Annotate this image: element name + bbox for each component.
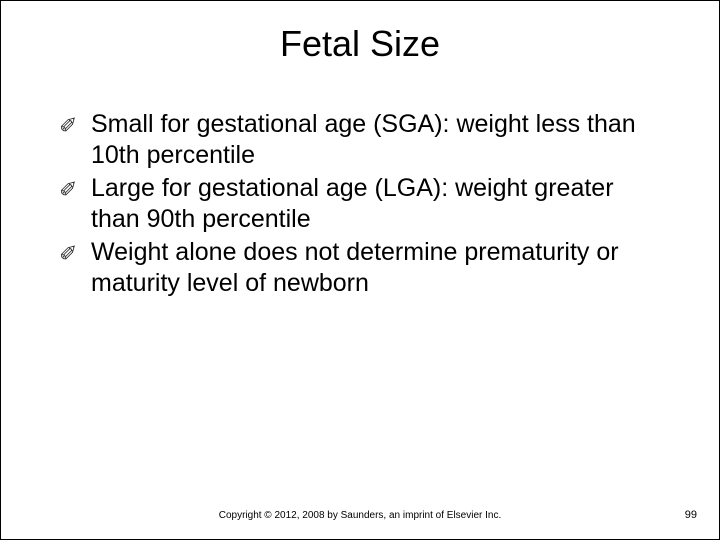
- page-number: 99: [685, 509, 697, 521]
- bullet-text: Small for gestational age (SGA): weight …: [91, 109, 661, 171]
- bullet-icon: ✐: [59, 237, 91, 269]
- bullet-text: Large for gestational age (LGA): weight …: [91, 173, 661, 235]
- slide-title: Fetal Size: [1, 23, 719, 65]
- slide-body: ✐ Small for gestational age (SGA): weigh…: [59, 109, 661, 301]
- bullet-text: Weight alone does not determine prematur…: [91, 237, 661, 299]
- footer-copyright: Copyright © 2012, 2008 by Saunders, an i…: [1, 510, 719, 521]
- bullet-item: ✐ Large for gestational age (LGA): weigh…: [59, 173, 661, 235]
- bullet-item: ✐ Weight alone does not determine premat…: [59, 237, 661, 299]
- bullet-icon: ✐: [59, 173, 91, 205]
- slide: Fetal Size ✐ Small for gestational age (…: [0, 0, 720, 540]
- bullet-icon: ✐: [59, 109, 91, 141]
- bullet-item: ✐ Small for gestational age (SGA): weigh…: [59, 109, 661, 171]
